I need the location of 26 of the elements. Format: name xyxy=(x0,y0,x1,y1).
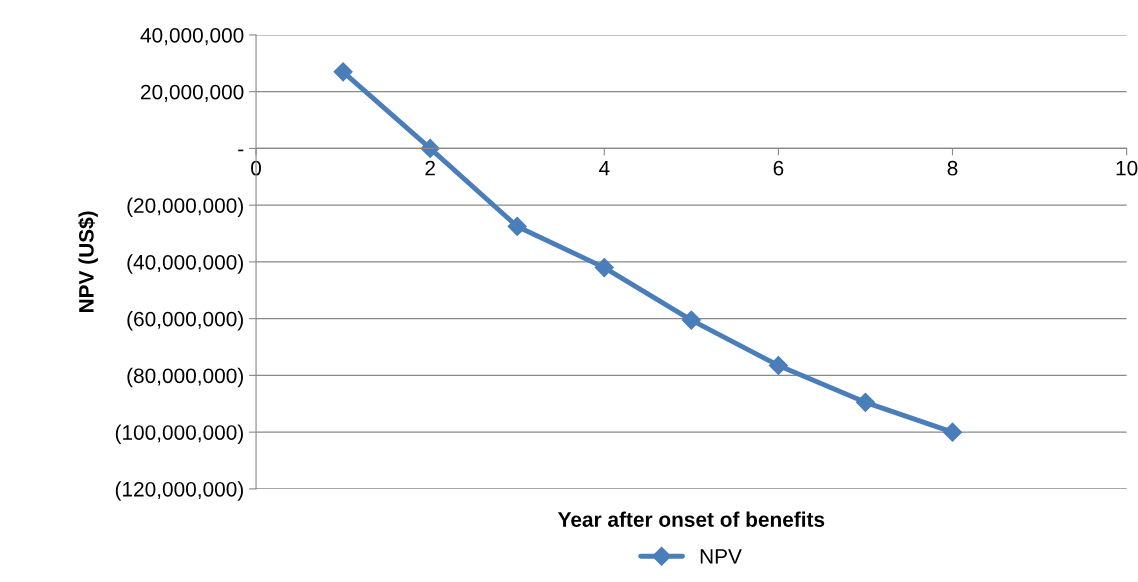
point xyxy=(594,258,614,278)
y-tick-label: (100,000,000) xyxy=(115,424,243,444)
legend-label: NPV xyxy=(700,549,742,564)
point xyxy=(333,62,353,82)
x-tick-label: 10 xyxy=(1116,160,1138,176)
y-tick-label: 20,000,000 xyxy=(141,84,244,102)
point xyxy=(681,310,701,330)
y-tick-label: - xyxy=(238,149,244,152)
y-tick-label: (120,000,000) xyxy=(115,481,243,501)
y-axis-title: NPV (US$) xyxy=(78,211,98,313)
x-tick-label: 4 xyxy=(598,160,610,176)
point xyxy=(507,216,527,236)
x-tick-label: 2 xyxy=(425,160,435,176)
point xyxy=(420,138,440,158)
point xyxy=(855,392,875,412)
x-tick-label: 6 xyxy=(773,160,784,176)
point xyxy=(942,422,963,442)
y-tick-label: (20,000,000) xyxy=(127,197,243,218)
point xyxy=(768,355,788,375)
y-tick-label: 40,000,000 xyxy=(140,27,244,46)
x-tick-label: 0 xyxy=(251,160,262,176)
y-tick-label: (60,000,000) xyxy=(127,311,243,331)
y-tick-label: (40,000,000) xyxy=(127,254,243,274)
x-tick-label: 8 xyxy=(947,160,958,176)
y-tick-label: (80,000,000) xyxy=(127,367,243,388)
x-axis-title: Year after onset of benefits xyxy=(557,511,825,527)
